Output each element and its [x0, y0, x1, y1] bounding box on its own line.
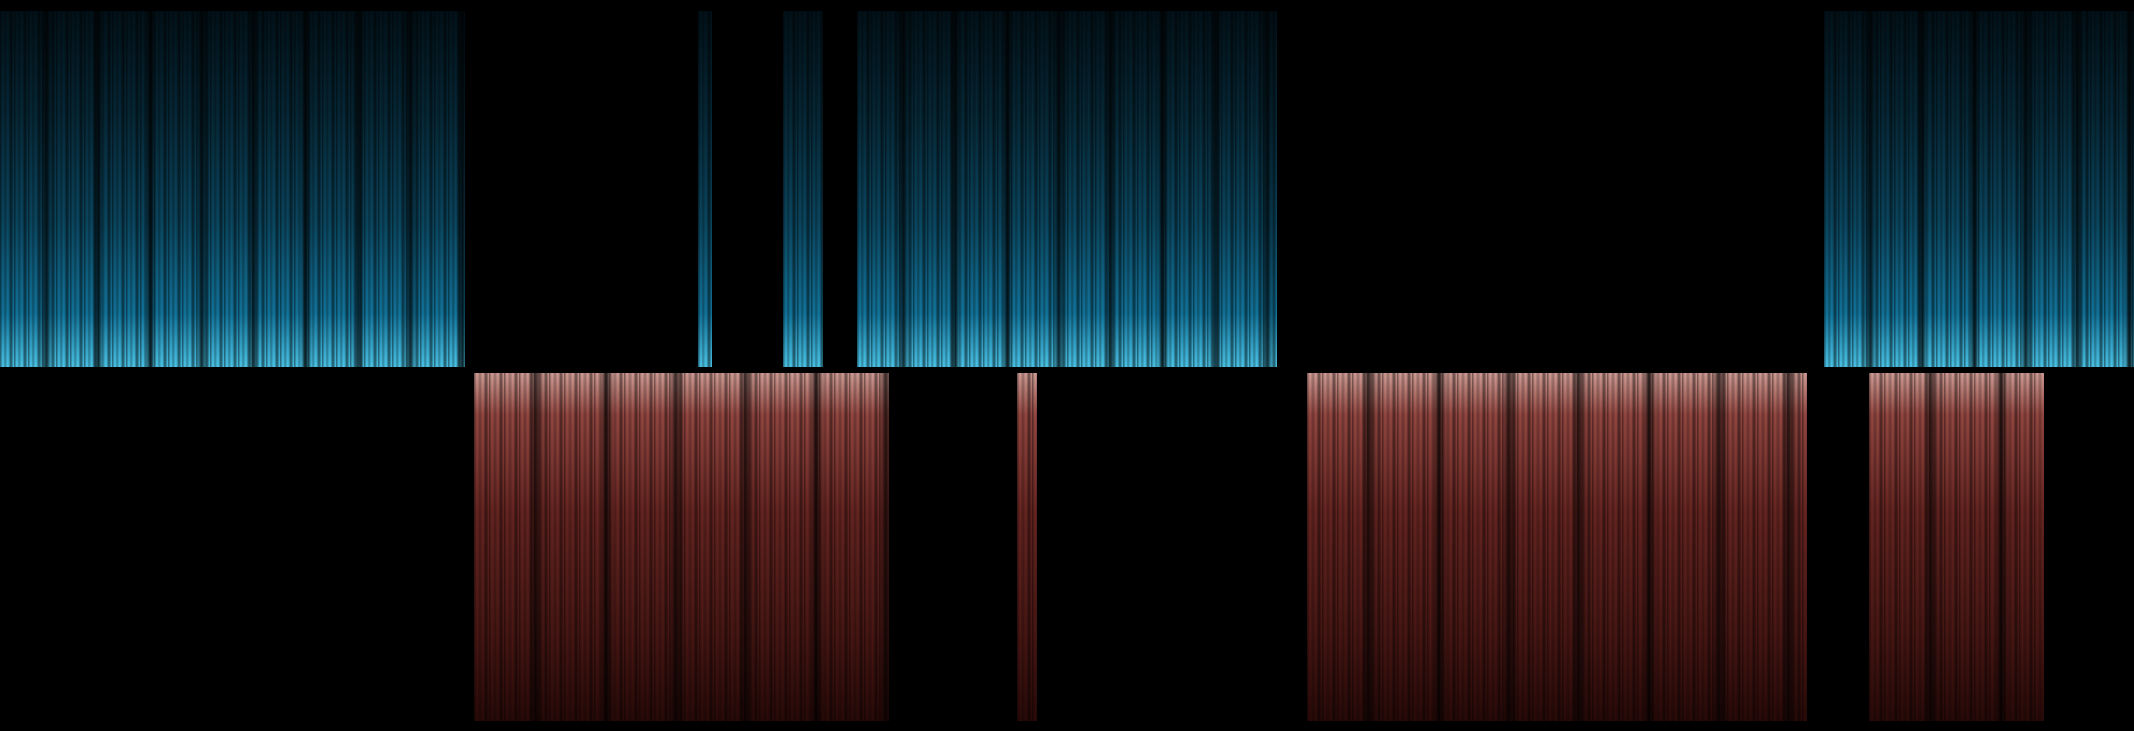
red-segment: [1307, 373, 1807, 721]
red-segment: [1017, 373, 1037, 721]
blue-segment: [0, 11, 465, 367]
blue-segment: [857, 11, 1277, 367]
red-segment: [474, 373, 889, 721]
red-segment: [1869, 373, 2044, 721]
blue-segment: [1824, 11, 2134, 367]
blue-segment: [698, 11, 712, 367]
blue-segment: [783, 11, 823, 367]
